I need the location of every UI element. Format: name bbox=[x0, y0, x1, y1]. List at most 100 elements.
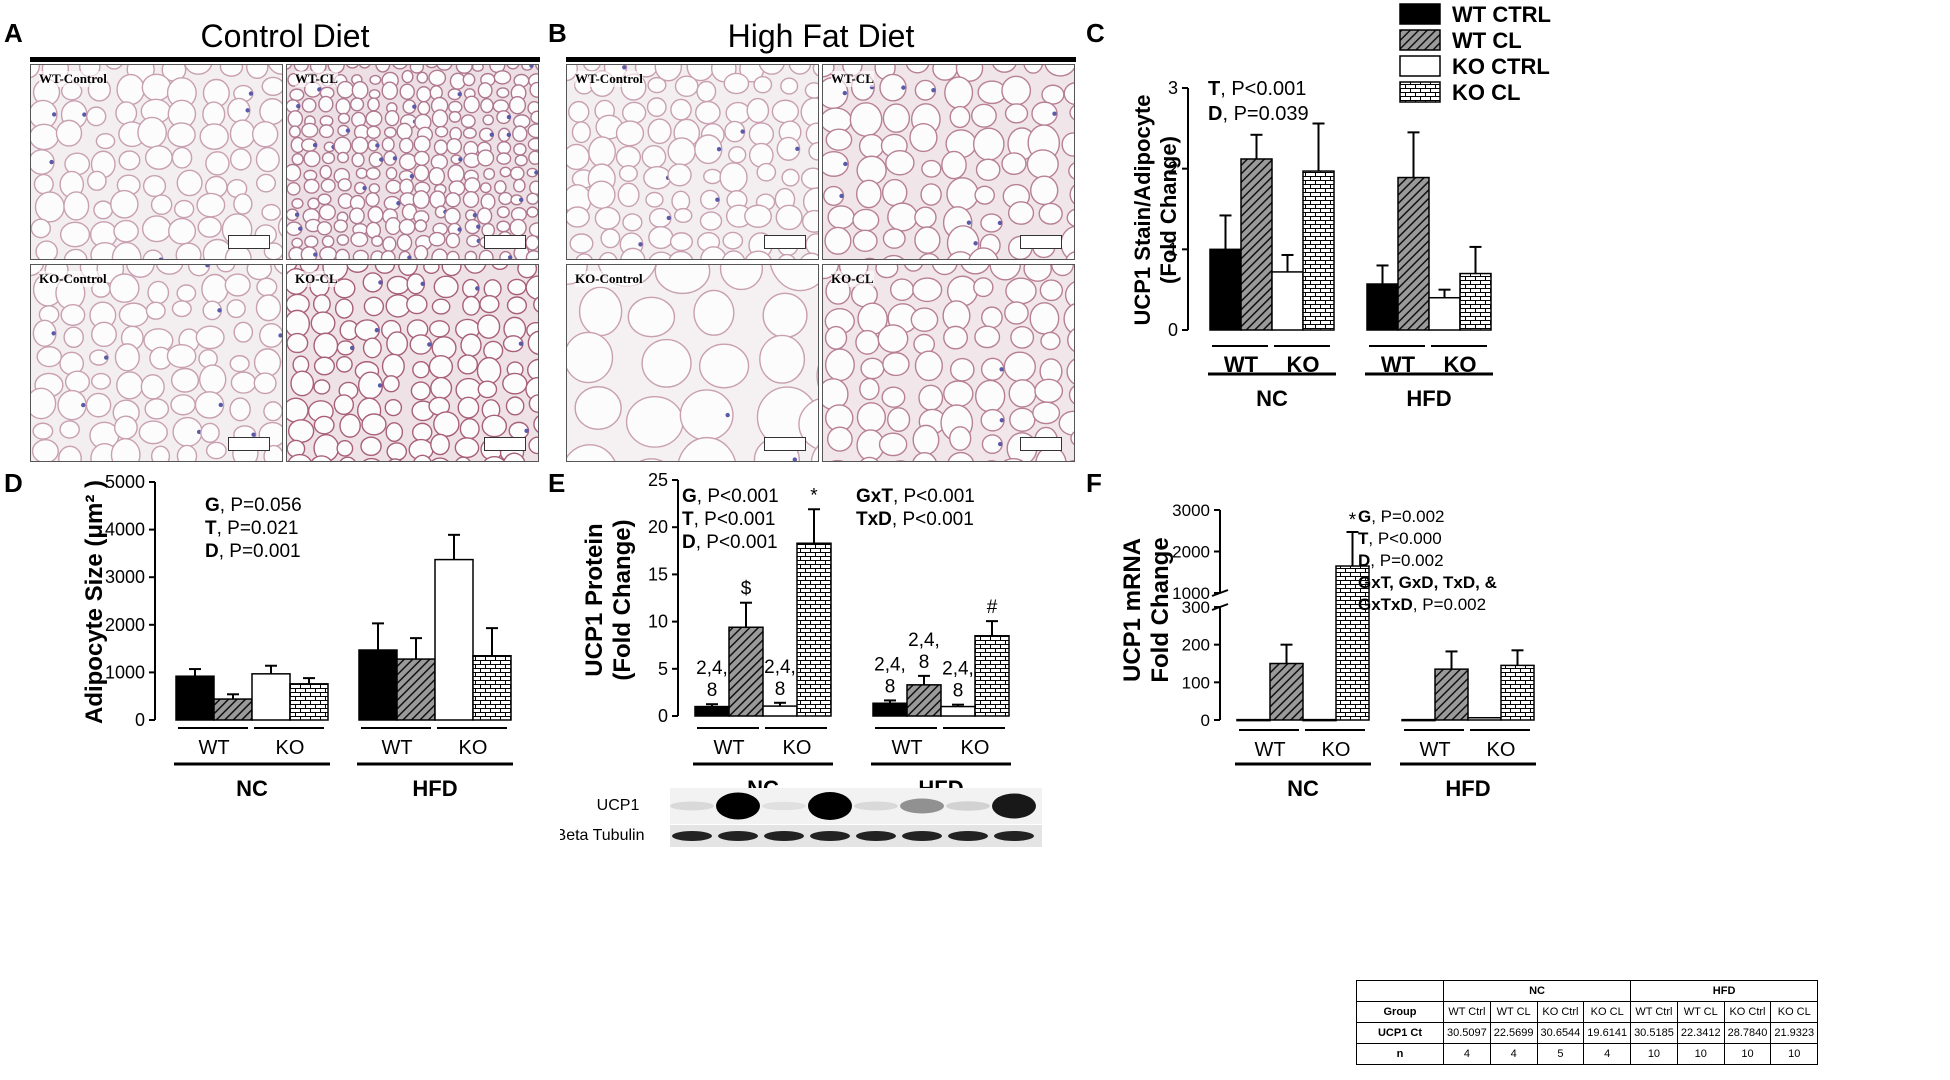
adipocyte bbox=[281, 358, 282, 365]
adipocyte bbox=[381, 353, 405, 379]
adipocyte-image bbox=[287, 265, 538, 461]
adipocyte bbox=[384, 109, 400, 127]
bar-ko-ctrl bbox=[1302, 718, 1337, 722]
table-header-cell: KO Ctrl bbox=[1723, 1001, 1772, 1023]
bar-ko-ctrl bbox=[1467, 716, 1502, 721]
nucleus bbox=[205, 265, 210, 268]
adipocyte bbox=[32, 422, 54, 440]
y-tick-label: 3000 bbox=[1172, 501, 1210, 520]
adipocyte bbox=[59, 221, 91, 248]
table-cell: 10 bbox=[1723, 1043, 1772, 1065]
blot-band bbox=[764, 831, 804, 841]
nucleus bbox=[622, 65, 627, 70]
adipocyte bbox=[319, 164, 333, 180]
adipocyte bbox=[388, 458, 402, 461]
panel-label-f: F bbox=[1086, 468, 1102, 498]
significance-annotation: 2,4, bbox=[764, 657, 796, 678]
adipocyte bbox=[441, 265, 462, 277]
legend-swatch bbox=[1399, 55, 1441, 77]
blot-band bbox=[994, 831, 1034, 841]
adipocyte bbox=[1064, 281, 1074, 309]
adipocyte bbox=[334, 298, 354, 319]
adipocyte bbox=[528, 150, 538, 165]
adipocyte bbox=[434, 125, 449, 138]
tile-label: KO-Control bbox=[39, 271, 107, 287]
table-cell: 10 bbox=[1770, 1043, 1819, 1065]
adipocyte bbox=[582, 65, 601, 72]
chart-panel-e: 0510152025WTKONCWTKOHFDUCP1 Protein(Fold… bbox=[560, 470, 1042, 847]
y-tick-label: 0 bbox=[658, 706, 668, 726]
adipocyte bbox=[816, 365, 818, 387]
adipocyte bbox=[229, 148, 252, 171]
adipocyte bbox=[171, 300, 192, 318]
adipocyte bbox=[413, 454, 432, 461]
significance-annotation: 8 bbox=[707, 680, 718, 701]
adipocyte bbox=[287, 182, 301, 196]
adipocyte bbox=[205, 151, 230, 176]
adipocyte bbox=[31, 438, 59, 461]
adipocyte bbox=[476, 207, 493, 225]
adipocyte bbox=[875, 265, 899, 279]
adipocyte bbox=[852, 208, 880, 232]
adipocyte bbox=[507, 278, 527, 296]
adipocyte bbox=[380, 250, 396, 259]
nucleus bbox=[51, 112, 57, 117]
table-cell: 4 bbox=[1583, 1043, 1632, 1065]
y-axis-label: Adipocyte Size (μm² ) bbox=[81, 480, 108, 724]
nucleus bbox=[476, 224, 481, 229]
nucleus bbox=[104, 355, 109, 360]
adipocyte bbox=[509, 166, 525, 181]
adipocyte bbox=[533, 415, 538, 433]
adipocyte bbox=[824, 325, 848, 350]
adipocyte bbox=[1023, 265, 1052, 282]
y-axis-label: Fold Change bbox=[1147, 537, 1174, 682]
significance-annotation: 8 bbox=[919, 652, 930, 673]
adipocyte bbox=[530, 110, 538, 125]
stat-text: TxD, P<0.001 bbox=[856, 509, 974, 530]
adipocyte bbox=[428, 320, 450, 338]
adipocyte bbox=[921, 159, 942, 178]
nucleus bbox=[298, 226, 303, 231]
table-cell: 28.7840 bbox=[1723, 1022, 1772, 1044]
adipocyte bbox=[1032, 401, 1061, 425]
nucleus bbox=[457, 227, 462, 232]
group-label: NC bbox=[236, 776, 268, 801]
adipocyte bbox=[527, 137, 538, 151]
nucleus bbox=[999, 418, 1005, 423]
adipocyte bbox=[1026, 149, 1059, 180]
adipocyte bbox=[968, 247, 999, 259]
adipocyte bbox=[138, 420, 168, 445]
adipocyte bbox=[291, 153, 304, 166]
adipocyte bbox=[943, 380, 974, 408]
adipocyte bbox=[648, 225, 674, 250]
adipocyte bbox=[762, 292, 808, 339]
adipocyte bbox=[233, 193, 253, 215]
adipocyte bbox=[918, 384, 944, 411]
adipocyte bbox=[1065, 251, 1074, 259]
adipocyte bbox=[483, 340, 504, 361]
adipocyte bbox=[145, 301, 166, 320]
adipocyte bbox=[93, 200, 114, 220]
stat-text: T, P=0.021 bbox=[205, 518, 298, 539]
nucleus bbox=[518, 197, 524, 203]
adipocyte bbox=[499, 166, 512, 178]
adipocyte bbox=[587, 180, 616, 209]
blot-band bbox=[810, 831, 850, 841]
adipocyte bbox=[301, 122, 319, 138]
y-tick-label: 1000 bbox=[105, 662, 145, 682]
adipocyte bbox=[905, 65, 930, 74]
stat-text: G, P=0.056 bbox=[205, 495, 302, 516]
adipocyte bbox=[457, 354, 479, 375]
tile-label: KO-Control bbox=[575, 271, 643, 287]
adipocyte bbox=[600, 228, 621, 249]
adipocyte bbox=[975, 158, 1001, 181]
adipocyte bbox=[860, 456, 879, 461]
stat-text: D, P=0.039 bbox=[1208, 103, 1309, 125]
adipocyte bbox=[105, 65, 123, 70]
adipocyte bbox=[588, 136, 616, 168]
bar-ko-cl bbox=[1335, 565, 1370, 721]
adipocyte bbox=[912, 451, 937, 461]
adipocyte bbox=[462, 73, 476, 87]
adipocyte bbox=[229, 355, 250, 373]
adipocyte bbox=[534, 258, 538, 259]
